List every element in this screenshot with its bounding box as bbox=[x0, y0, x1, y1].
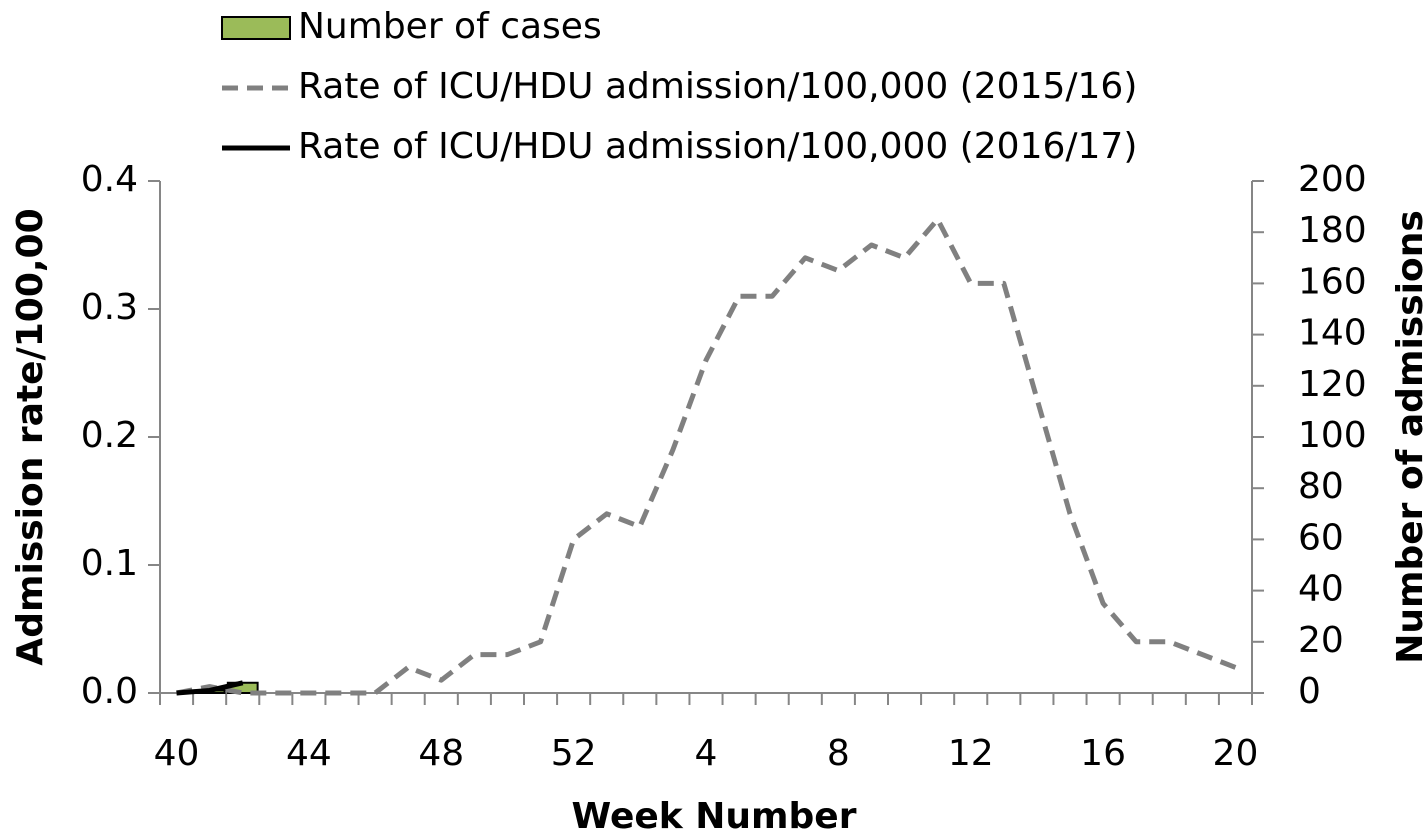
x-tick-label: 12 bbox=[948, 733, 994, 774]
y2-tick-label: 140 bbox=[1298, 313, 1367, 354]
y2-tick-label: 100 bbox=[1298, 415, 1367, 456]
y2-tick-label: 160 bbox=[1298, 261, 1367, 302]
y2-tick-label: 200 bbox=[1298, 159, 1367, 200]
y2-tick-label: 60 bbox=[1298, 517, 1344, 558]
x-tick-label: 20 bbox=[1213, 733, 1259, 774]
y2-axis-label: Number of admissions bbox=[1390, 210, 1428, 664]
line bbox=[176, 216, 1237, 696]
y-tick-label: 0.3 bbox=[81, 287, 138, 328]
y2-tick-label: 180 bbox=[1298, 210, 1367, 251]
x-tick-label: 16 bbox=[1080, 733, 1126, 774]
x-tick-label: 8 bbox=[827, 733, 850, 774]
y-tick-label: 0.1 bbox=[81, 543, 138, 584]
y2-tick-label: 40 bbox=[1298, 569, 1344, 610]
x-axis-label: Week Number bbox=[572, 796, 857, 837]
legend-swatch bbox=[221, 16, 291, 40]
y2-tick-label: 80 bbox=[1298, 466, 1344, 507]
x-tick-label: 48 bbox=[418, 733, 464, 774]
y-tick-label: 0.2 bbox=[81, 415, 138, 456]
y2-tick-label: 20 bbox=[1298, 620, 1344, 661]
y-tick-label: 0.4 bbox=[81, 159, 138, 200]
y2-tick-label: 0 bbox=[1298, 671, 1321, 712]
y-axis-label: Admission rate/100,00 bbox=[10, 208, 51, 665]
line bbox=[176, 680, 244, 696]
y2-tick-label: 120 bbox=[1298, 364, 1367, 405]
y-tick-label: 0.0 bbox=[81, 671, 138, 712]
x-tick-label: 4 bbox=[695, 733, 718, 774]
x-tick-label: 52 bbox=[551, 733, 597, 774]
x-tick-label: 44 bbox=[286, 733, 332, 774]
legend-label: Rate of ICU/HDU admission/100,000 (2016/… bbox=[298, 126, 1137, 167]
legend-label: Number of cases bbox=[298, 6, 602, 47]
legend-label: Rate of ICU/HDU admission/100,000 (2015/… bbox=[298, 66, 1137, 107]
x-tick-label: 40 bbox=[154, 733, 200, 774]
